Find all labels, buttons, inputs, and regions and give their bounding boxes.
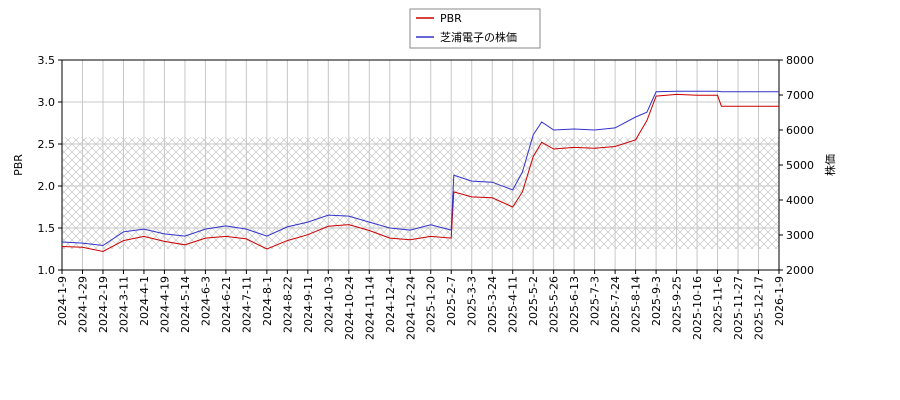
- x-tick-label: 2024-9-11: [302, 276, 315, 333]
- series-line: [61, 93, 779, 253]
- x-tick-label: 2025-11-6: [712, 276, 725, 333]
- y-tick-label: 1.5: [38, 222, 56, 235]
- x-tick-label: 2024-8-22: [281, 276, 294, 333]
- x-tick-label: 2025-2-7: [445, 276, 458, 326]
- x-tick-label: 2025-6-13: [568, 276, 581, 333]
- y-tick-label: 2.5: [38, 138, 56, 151]
- y-tick-label: 2.0: [38, 180, 56, 193]
- x-tick-label: 2025-3-3: [466, 276, 479, 326]
- y2-tick-label: 3000: [786, 229, 814, 242]
- x-tick-label: 2024-11-14: [363, 276, 376, 340]
- series-line: [61, 90, 779, 247]
- y2-tick-label: 7000: [786, 89, 814, 102]
- x-tick-label: 2025-12-17: [753, 276, 766, 340]
- legend-label: PBR: [440, 12, 462, 25]
- y2-tick-label: 4000: [786, 194, 814, 207]
- y2-tick-label: 5000: [786, 159, 814, 172]
- y2-tick-label: 8000: [786, 54, 814, 67]
- x-tick-label: 2024-4-19: [158, 276, 171, 333]
- x-tick-label: 2025-11-27: [732, 276, 745, 340]
- y2-tick-label: 2000: [786, 264, 814, 277]
- x-tick-label: 2024-12-4: [384, 276, 397, 333]
- x-tick-label: 2025-3-24: [486, 276, 499, 333]
- x-tick-label: 2024-6-21: [220, 276, 233, 333]
- x-tick-label: 2024-4-1: [138, 276, 151, 326]
- x-tick-label: 2024-7-11: [240, 276, 253, 333]
- x-tick-label: 2025-7-3: [589, 276, 602, 326]
- plot-frame: [61, 59, 780, 271]
- x-tick-label: 2025-5-2: [527, 276, 540, 326]
- x-tick-label: 2025-1-20: [425, 276, 438, 333]
- x-tick-label: 2024-1-9: [56, 276, 69, 326]
- x-tick-label: 2025-4-11: [507, 276, 520, 333]
- x-tick-label: 2025-5-26: [548, 276, 561, 333]
- x-tick-label: 2025-9-25: [671, 276, 684, 333]
- x-tick-label: 2025-8-14: [630, 276, 643, 333]
- x-tick-label: 2025-7-24: [609, 276, 622, 333]
- y-axis-label: PBR: [12, 154, 25, 176]
- x-tick-label: 2024-5-14: [179, 276, 192, 333]
- y2-tick-label: 6000: [786, 124, 814, 137]
- x-tick-label: 2024-1-29: [76, 276, 89, 333]
- x-tick-label: 2026-1-9: [773, 276, 786, 326]
- legend-label: 芝浦電子の株価: [440, 30, 517, 44]
- shaded-band: [62, 137, 779, 249]
- y-tick-label: 3.0: [38, 96, 56, 109]
- y2-axis-label: 株価: [823, 154, 837, 176]
- y-tick-label: 3.5: [38, 54, 56, 67]
- x-tick-label: 2025-9-3: [650, 276, 663, 326]
- legend-box: [409, 8, 541, 49]
- x-tick-label: 2024-8-1: [261, 276, 274, 326]
- x-tick-label: 2025-10-16: [691, 276, 704, 340]
- x-tick-label: 2024-6-3: [199, 276, 212, 326]
- x-tick-label: 2024-10-24: [343, 276, 356, 340]
- x-tick-label: 2024-10-3: [322, 276, 335, 333]
- x-tick-label: 2024-2-19: [97, 276, 110, 333]
- y-tick-label: 1.0: [38, 264, 56, 277]
- x-tick-label: 2024-12-24: [404, 276, 417, 340]
- x-tick-label: 2024-3-11: [117, 276, 130, 333]
